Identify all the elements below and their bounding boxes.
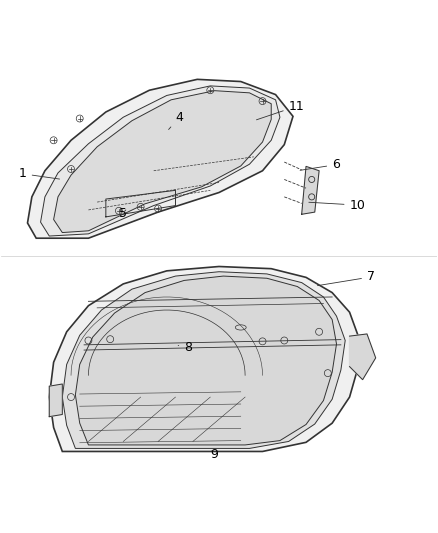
Text: 9: 9	[210, 448, 218, 461]
Polygon shape	[350, 334, 376, 379]
PathPatch shape	[28, 79, 293, 238]
Text: 1: 1	[19, 167, 60, 180]
PathPatch shape	[41, 86, 280, 236]
PathPatch shape	[62, 272, 345, 448]
PathPatch shape	[49, 266, 358, 451]
PathPatch shape	[75, 276, 336, 445]
Polygon shape	[49, 384, 62, 417]
Text: 8: 8	[178, 341, 192, 354]
Polygon shape	[302, 166, 319, 214]
PathPatch shape	[53, 91, 271, 232]
Text: 11: 11	[256, 100, 304, 120]
Text: 6: 6	[300, 158, 340, 171]
Text: 7: 7	[318, 270, 375, 286]
Text: 5: 5	[119, 207, 127, 220]
Text: 4: 4	[169, 111, 184, 130]
Text: 10: 10	[309, 199, 365, 212]
